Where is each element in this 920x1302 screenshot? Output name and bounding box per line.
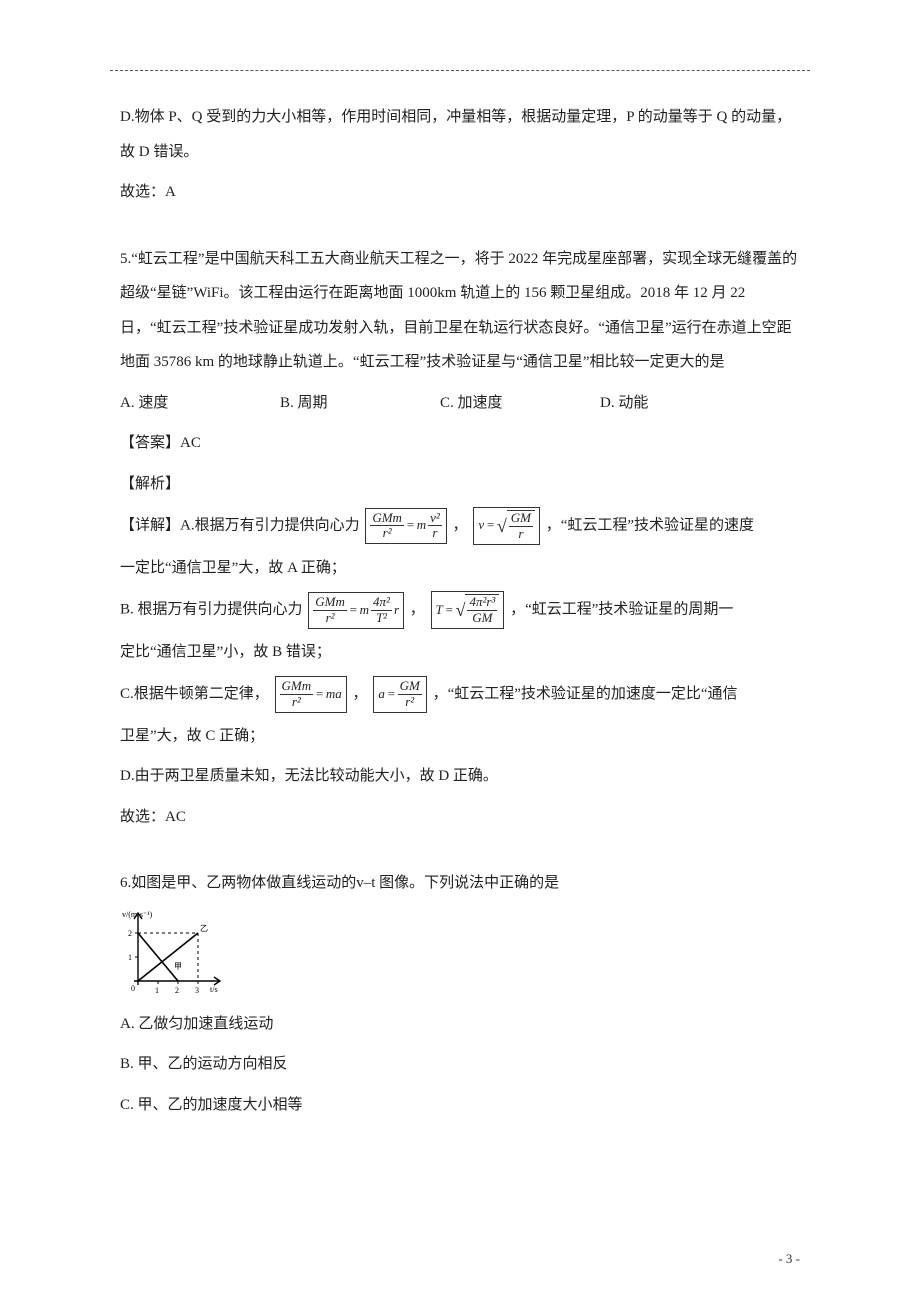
top-dashed-rule [110,70,810,71]
q5-option-c: C. 加速度 [440,386,600,421]
q6-option-b: B. 甲、乙的运动方向相反 [120,1047,800,1082]
question-6-block: 6.如图是甲、乙两物体做直线运动的v–t 图像。下列说法中正确的是 [120,866,800,1122]
detail-a-pre: 【详解】A.根据万有引力提供向心力 [120,517,360,533]
vt-chart: 1 2 3 1 2 0 t/s v/(m·s⁻¹) 甲 乙 [120,907,230,997]
svg-text:2: 2 [128,929,132,938]
formula-v-equals: v = √GMr [473,507,540,545]
q5-final: 故选：AC [120,800,800,835]
detail-b-post: ，“虹云工程”技术验证星的周期一 [510,602,733,618]
svg-text:甲: 甲 [174,962,182,971]
q5-detail-c: C.根据牛顿第二定律， GMmr² = ma ， a = GMr² ，“虹云工程… [120,676,800,713]
svg-text:1: 1 [155,986,159,995]
svg-text:v/(m·s⁻¹): v/(m·s⁻¹) [122,910,153,919]
vt-chart-svg: 1 2 3 1 2 0 t/s v/(m·s⁻¹) 甲 乙 [120,907,230,997]
detail-a-next: 一定比“通信卫星”大，故 A 正确； [120,551,800,586]
detail-c-pre: C.根据牛顿第二定律， [120,686,269,702]
formula-gravity-centripetal-t: GMmr² = m 4π²T² r [308,592,404,629]
detail-c-next: 卫星”大，故 C 正确； [120,719,800,754]
q5-option-b: B. 周期 [280,386,440,421]
q5-options: A. 速度 B. 周期 C. 加速度 D. 动能 [120,386,800,421]
detail-b-next: 定比“通信卫星”小，故 B 错误； [120,635,800,670]
q5-explain-label: 【解析】 [120,467,800,502]
option-d-text: D.物体 P、Q 受到的力大小相等，作用时间相同，冲量相等，根据动量定理，P 的… [120,100,800,169]
q6-option-c: C. 甲、乙的加速度大小相等 [120,1088,800,1123]
detail-c-post: ，“虹云工程”技术验证星的加速度一定比“通信 [433,686,738,702]
svg-text:0: 0 [131,984,135,993]
page-number: - 3 - [778,1251,800,1267]
q5-detail-b: B. 根据万有引力提供向心力 GMmr² = m 4π²T² r ， T = √… [120,591,800,629]
q6-stem: 6.如图是甲、乙两物体做直线运动的v–t 图像。下列说法中正确的是 [120,866,800,901]
comma-2: ， [410,602,425,618]
question-5-block: 5.“虹云工程”是中国航天科工五大商业航天工程之一，将于 2022 年完成星座部… [120,242,800,835]
q5-answer: 【答案】AC [120,426,800,461]
page-content: D.物体 P、Q 受到的力大小相等，作用时间相同，冲量相等，根据动量定理，P 的… [120,100,800,1122]
q5-detail-a: 【详解】A.根据万有引力提供向心力 GMmr² = m v²r ， v = √G… [120,507,800,545]
formula-gravity-centripetal-v: GMmr² = m v²r [365,508,446,545]
svg-text:1: 1 [128,953,132,962]
q5-option-d: D. 动能 [600,386,760,421]
comma-3: ， [353,686,368,702]
formula-newton2: GMmr² = ma [275,676,347,713]
q5-stem: 5.“虹云工程”是中国航天科工五大商业航天工程之一，将于 2022 年完成星座部… [120,242,800,380]
q5-detail-d: D.由于两卫星质量未知，无法比较动能大小，故 D 正确。 [120,759,800,794]
formula-t-equals: T = √4π²r³GM [431,591,505,629]
comma-1: ， [453,517,468,533]
detail-b-pre: B. 根据万有引力提供向心力 [120,602,303,618]
svg-text:乙: 乙 [200,924,208,933]
svg-text:t/s: t/s [210,985,218,994]
q5-option-a: A. 速度 [120,386,280,421]
final-choice: 故选：A [120,175,800,210]
detail-a-post: ，“虹云工程”技术验证星的速度 [546,517,754,533]
svg-text:3: 3 [195,986,199,995]
svg-text:2: 2 [175,986,179,995]
formula-a-equals: a = GMr² [373,676,427,713]
q6-option-a: A. 乙做匀加速直线运动 [120,1007,800,1042]
previous-answer-block: D.物体 P、Q 受到的力大小相等，作用时间相同，冲量相等，根据动量定理，P 的… [120,100,800,210]
